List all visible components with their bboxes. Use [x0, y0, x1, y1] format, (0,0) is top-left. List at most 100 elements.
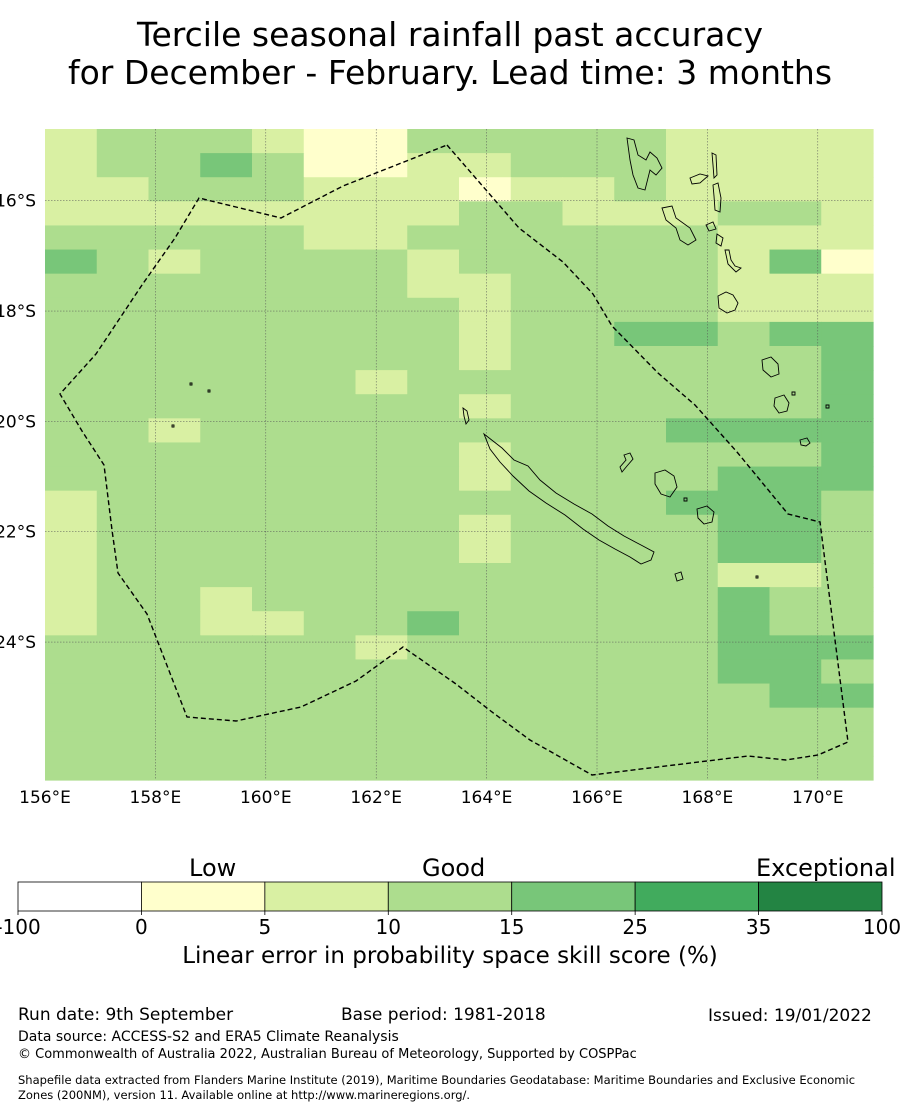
skill-cell: [407, 635, 460, 661]
skill-cell: [614, 538, 667, 564]
skill-cell: [407, 225, 460, 251]
skill-cell: [510, 538, 564, 564]
skill-cell: [717, 755, 771, 781]
skill-cell: [303, 321, 357, 347]
island-tiga: [683, 497, 688, 502]
skill-cell: [666, 153, 719, 178]
island-ouvea: [619, 452, 634, 473]
skill-cell: [303, 225, 357, 251]
island-tanna: [773, 394, 790, 414]
skill-cell: [510, 563, 564, 588]
skill-cell: [459, 201, 512, 227]
skill-cell: [148, 153, 201, 178]
skill-cell: [45, 273, 98, 299]
skill-cell: [769, 273, 822, 299]
island-malakula: [661, 205, 697, 246]
skill-cell: [96, 731, 150, 757]
skill-cell: [252, 201, 305, 227]
chart-title-line-2: for December - February. Lead time: 3 mo…: [67, 53, 833, 92]
skill-cell: [769, 635, 822, 661]
skill-cell: [562, 563, 615, 588]
skill-cell: [510, 225, 564, 251]
skill-cell: [769, 153, 822, 178]
skill-cell: [769, 587, 822, 612]
skill-cell: [96, 346, 150, 371]
skill-cell: [200, 394, 253, 419]
skill-cell: [303, 683, 357, 709]
skill-cell: [252, 273, 305, 299]
skill-cell: [459, 659, 512, 685]
island-chesterfield-c: [171, 424, 175, 428]
skill-cell: [666, 129, 719, 154]
skill-cell: [45, 587, 98, 612]
island-chesterfield-b: [207, 389, 211, 393]
skill-cell: [666, 707, 719, 733]
legend-tick-label: 35: [746, 915, 771, 939]
skill-cell: [200, 635, 253, 661]
skill-cell: [510, 466, 564, 492]
skill-cell: [45, 707, 98, 733]
skill-cell: [717, 394, 771, 419]
skill-cell: [666, 514, 719, 540]
skill-cell: [717, 153, 771, 178]
skill-cell: [666, 297, 719, 323]
skill-cell: [717, 707, 771, 733]
skill-cell: [45, 538, 98, 564]
skill-cell: [200, 321, 253, 347]
skill-cell: [666, 659, 719, 685]
skill-cell: [355, 225, 408, 251]
skill-cell: [355, 153, 408, 178]
skill-cell: [200, 153, 253, 178]
skill-cell: [355, 346, 408, 371]
skill-cell: [252, 683, 305, 709]
legend-color-bin: [264, 881, 389, 912]
skill-cell: [614, 683, 667, 709]
skill-cell: [614, 707, 667, 733]
skill-cell: [821, 249, 874, 275]
skill-cell: [510, 707, 564, 733]
skill-cell: [769, 321, 822, 347]
skill-cell: [303, 755, 357, 781]
skill-cell: [45, 394, 98, 419]
island-aniwa: [791, 391, 796, 396]
skill-cell: [510, 611, 564, 636]
skill-cell: [148, 587, 201, 612]
skill-cell: [303, 587, 357, 612]
skill-cell: [252, 346, 305, 371]
skill-cell: [562, 659, 615, 685]
skill-cell: [666, 394, 719, 419]
skill-cell: [148, 611, 201, 636]
skill-cell: [717, 129, 771, 154]
skill-cell: [303, 731, 357, 757]
skill-cell: [666, 466, 719, 492]
skill-cell: [407, 538, 460, 564]
skill-cell: [200, 129, 253, 154]
skill-cell: [614, 635, 667, 661]
skill-cell: [666, 225, 719, 251]
skill-cell: [717, 346, 771, 371]
legend-color-bin: [141, 881, 266, 912]
skill-cell: [614, 755, 667, 781]
lat-tick-label: 22°S: [0, 523, 36, 543]
skill-cell: [459, 755, 512, 781]
skill-cell: [614, 321, 667, 347]
skill-cell: [666, 635, 719, 661]
skill-cell: [562, 755, 615, 781]
skill-cell: [562, 129, 615, 154]
island-isle-of-pines: [674, 571, 684, 582]
island-erromango: [761, 356, 780, 378]
skill-cell: [562, 177, 615, 202]
lon-tick-label: 166°E: [571, 788, 623, 808]
skill-cell: [407, 321, 460, 347]
skill-cell: [45, 514, 98, 540]
skill-cell: [717, 683, 771, 709]
skill-cell: [717, 466, 771, 492]
skill-cell: [45, 611, 98, 636]
skill-cell: [200, 514, 253, 540]
skill-cell: [769, 249, 822, 275]
skill-cell: [562, 707, 615, 733]
skill-cell: [562, 346, 615, 371]
lon-tick-label: 162°E: [350, 788, 402, 808]
lon-tick-label: 170°E: [792, 788, 844, 808]
copyright: © Commonwealth of Australia 2022, Austra…: [18, 1047, 637, 1062]
